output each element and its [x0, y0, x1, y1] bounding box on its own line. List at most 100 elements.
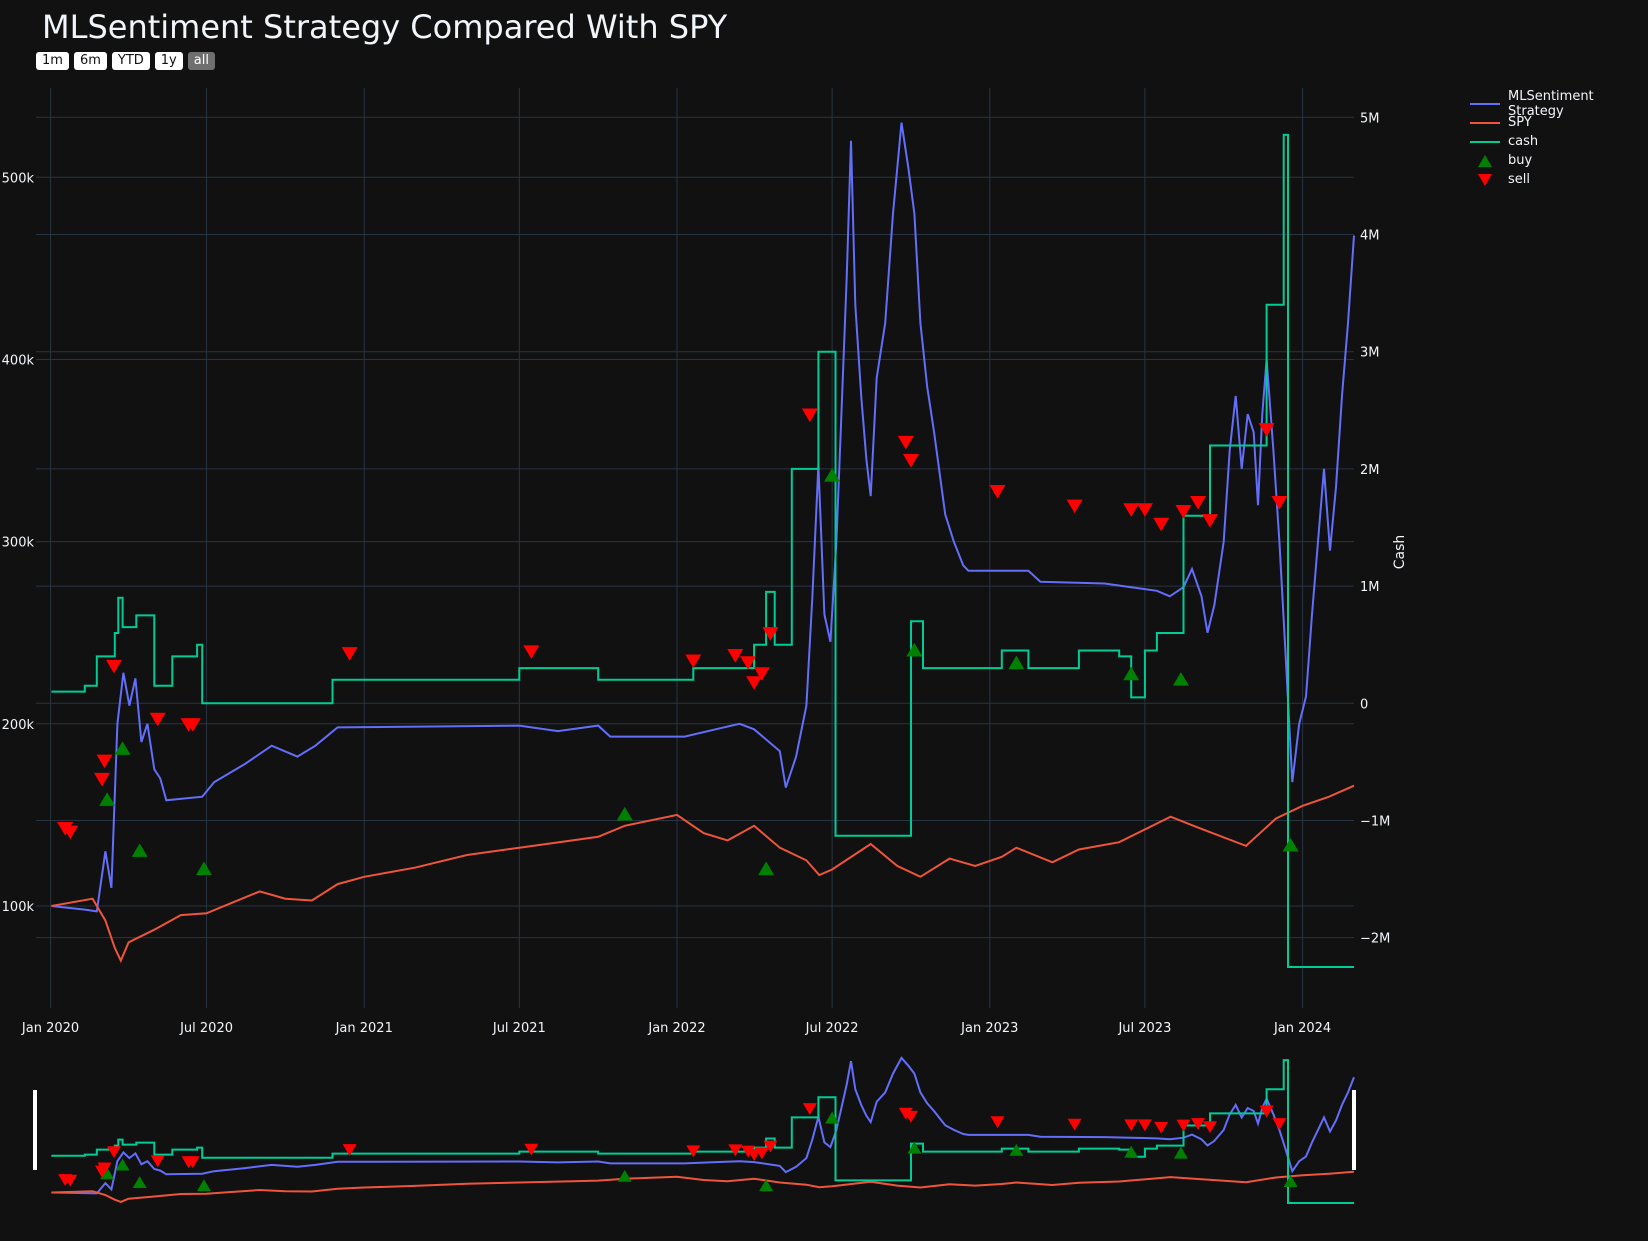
- y-right-tick-label: 1M: [1360, 580, 1380, 595]
- slider-buy-marker: [1173, 1146, 1188, 1159]
- sell-marker: [341, 647, 358, 661]
- y-right-tick-label: 0: [1360, 697, 1368, 712]
- slider-sell-marker: [63, 1174, 78, 1187]
- y-left-tick-label: 400k: [2, 353, 35, 368]
- triangle-up-icon: [1470, 154, 1500, 168]
- legend: MLSentiment Strategy SPY cash buy sell: [1470, 89, 1648, 189]
- slider-buy-marker: [1124, 1145, 1139, 1158]
- slider-sell-marker: [1154, 1121, 1169, 1134]
- buy-marker: [131, 843, 148, 857]
- y-right-tick-label: 4M: [1360, 228, 1380, 243]
- sell-marker: [746, 676, 763, 690]
- slider-buy-marker: [100, 1167, 115, 1180]
- slider-sell-marker: [686, 1145, 701, 1158]
- buy-marker: [824, 468, 841, 482]
- range-button-1m[interactable]: 1m: [36, 52, 69, 70]
- y-left-tick-label: 300k: [2, 536, 35, 551]
- slider-sell-marker: [1137, 1119, 1152, 1132]
- range-button-1y[interactable]: 1y: [154, 52, 183, 70]
- range-slider[interactable]: [33, 1056, 1356, 1204]
- y-right-tick-label: 2M: [1360, 463, 1380, 478]
- sell-marker: [62, 825, 79, 840]
- y-left-tick-label: 200k: [2, 718, 35, 733]
- legend-label: SPY: [1508, 115, 1532, 130]
- range-slider-left-handle: [33, 1090, 37, 1170]
- y-axis-left: 100k 200k 300k 400k 500k: [2, 171, 35, 915]
- buy-marker: [1123, 666, 1140, 681]
- slider-sell-marker: [97, 1162, 112, 1175]
- legend-label: sell: [1508, 172, 1530, 187]
- slider-sell-marker: [741, 1145, 756, 1158]
- slider-buy-marker: [1283, 1175, 1298, 1188]
- grid: [36, 88, 1354, 1008]
- x-tick-label: Jan 2024: [1273, 1021, 1331, 1036]
- slider-buy-marker: [617, 1169, 632, 1182]
- sell-marker: [1136, 503, 1153, 517]
- range-button-6m[interactable]: 6m: [73, 52, 107, 70]
- y-right-tick-label: 5M: [1360, 111, 1380, 126]
- legend-item-spy[interactable]: SPY: [1470, 113, 1648, 132]
- spy-line: [51, 784, 1355, 964]
- sell-marker: [801, 408, 818, 423]
- range-slider-right-handle: [1352, 1090, 1356, 1170]
- slider-sell-marker: [150, 1155, 165, 1168]
- sell-marker: [1066, 499, 1083, 514]
- y-left-tick-label: 100k: [2, 900, 35, 915]
- slider-buy-marker: [907, 1141, 922, 1154]
- legend-item-buy[interactable]: buy: [1470, 151, 1648, 170]
- chart-title: MLSentiment Strategy Compared With SPY: [42, 8, 728, 46]
- sell-marker: [105, 659, 122, 674]
- slider-sell-marker: [1272, 1118, 1287, 1131]
- main-plot-area: [51, 122, 1355, 968]
- slider-buy-marker: [759, 1179, 774, 1192]
- buy-marker: [758, 861, 775, 876]
- y-right-tick-label: −1M: [1360, 814, 1390, 829]
- x-tick-label: Jan 2022: [647, 1021, 705, 1036]
- buy-marker: [616, 806, 633, 821]
- x-tick-label: Jan 2023: [960, 1021, 1018, 1036]
- slider-sell-marker: [728, 1144, 743, 1157]
- sell-marker: [727, 648, 744, 663]
- sell-marker: [1258, 423, 1275, 437]
- slider-sell-marker: [754, 1147, 769, 1160]
- sell-marker: [96, 754, 113, 769]
- buy-marker: [1008, 655, 1025, 670]
- slider-sell-marker: [524, 1143, 539, 1156]
- legend-label: MLSentiment Strategy: [1508, 88, 1594, 119]
- y-left-tick-label: 500k: [2, 171, 35, 186]
- slider-buy-marker: [115, 1158, 130, 1171]
- sell-marker: [1123, 503, 1140, 517]
- legend-item-strategy[interactable]: MLSentiment Strategy: [1470, 89, 1648, 119]
- slider-strategy-line: [51, 1056, 1355, 1195]
- sell-marker: [1202, 514, 1219, 528]
- x-tick-label: Jul 2020: [179, 1021, 233, 1036]
- slider-sell-marker: [106, 1146, 121, 1159]
- buy-marker: [195, 861, 212, 876]
- slider-sell-marker: [1067, 1118, 1082, 1131]
- legend-item-cash[interactable]: cash: [1470, 132, 1648, 151]
- buy-marker: [1282, 837, 1299, 852]
- slider-buy-marker: [132, 1176, 147, 1188]
- slider-sell-marker: [342, 1144, 357, 1156]
- buy-marker: [1172, 672, 1189, 686]
- x-tick-label: Jan 2021: [335, 1021, 393, 1036]
- y-axis-right: −2M −1M 0 1M 2M 3M 4M 5M: [1360, 111, 1390, 946]
- legend-label: buy: [1508, 153, 1533, 168]
- slider-sell-marker: [802, 1103, 817, 1116]
- range-button-all[interactable]: all: [187, 52, 215, 70]
- y-right-tick-label: −2M: [1360, 932, 1390, 947]
- slider-buy-marker: [825, 1111, 840, 1124]
- sell-marker: [902, 454, 919, 468]
- slider-sell-marker: [990, 1116, 1005, 1129]
- sell-marker: [1190, 495, 1207, 510]
- range-button-ytd[interactable]: YTD: [111, 52, 150, 70]
- legend-item-sell[interactable]: sell: [1470, 170, 1648, 189]
- cash-line: [51, 133, 1354, 968]
- slider-sell-marker: [1191, 1118, 1206, 1131]
- legend-label: cash: [1508, 134, 1539, 149]
- slider-sell-marker: [185, 1156, 200, 1169]
- slider-sell-marker: [1259, 1105, 1274, 1118]
- buy-marker: [906, 642, 923, 657]
- y-right-tick-label: 3M: [1360, 346, 1380, 361]
